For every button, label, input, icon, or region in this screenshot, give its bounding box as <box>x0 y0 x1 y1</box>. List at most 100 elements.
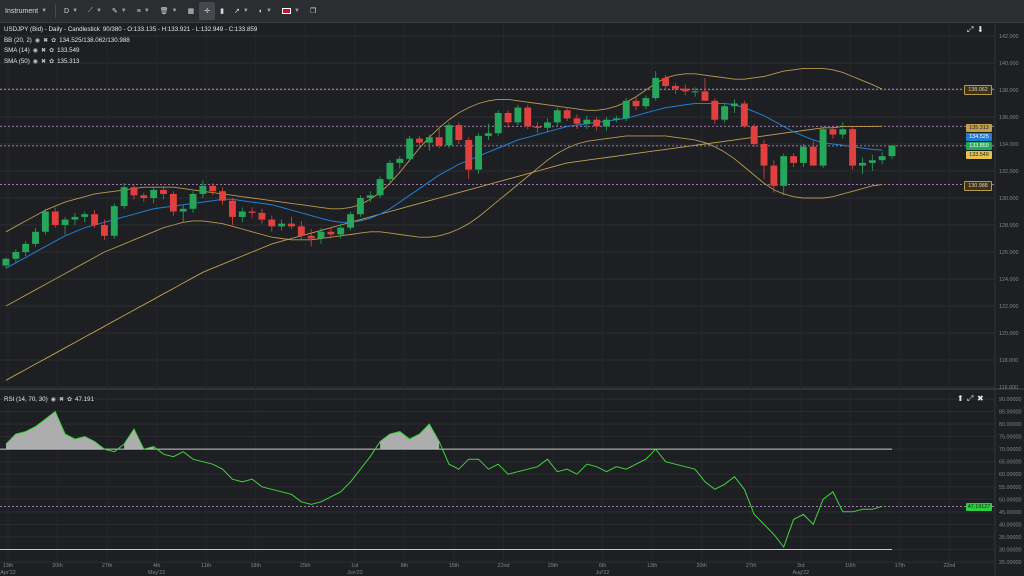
x-tick-label: 1st <box>351 563 359 569</box>
windows-icon: ❐ <box>309 8 317 15</box>
price-tick-label: 122.000 <box>999 304 1019 310</box>
close-icon[interactable]: ✖ <box>977 394 984 403</box>
candle-body <box>484 133 492 136</box>
period-selector[interactable]: D ▼ <box>59 2 83 20</box>
gear-icon[interactable]: ✿ <box>66 397 72 403</box>
candle-body <box>553 110 561 123</box>
candle-body <box>721 106 729 120</box>
line-draw-tool[interactable]: ⟋ ▼ <box>83 2 107 20</box>
candle-body <box>760 144 768 166</box>
x-tick-label: 20th <box>52 563 63 569</box>
candle-body <box>160 189 167 194</box>
bb-lower-line <box>5 135 883 307</box>
candle-body <box>603 119 610 127</box>
sma14-legend: SMA (14) ◉ ✖ ✿ 133.549 <box>4 47 79 54</box>
sma50-legend: SMA (50) ◉ ✖ ✿ 135.313 <box>4 58 79 65</box>
close-icon[interactable]: ✖ <box>41 59 47 65</box>
candle-body <box>711 100 719 120</box>
period-label: D <box>64 7 70 15</box>
eye-icon[interactable]: ◉ <box>32 48 39 54</box>
eye-icon[interactable]: ◉ <box>32 59 39 65</box>
bb-upper-price-box: 138.062 <box>964 85 992 95</box>
sma50-price-box: 135.313 <box>966 124 992 132</box>
close-icon[interactable]: ✖ <box>58 397 64 403</box>
windows-button[interactable]: ❐ <box>305 2 321 20</box>
price-tick-label: 128.000 <box>999 223 1019 229</box>
x-tick-label: 4th <box>153 563 161 569</box>
x-tick-label: 15th <box>449 563 460 569</box>
candle-body <box>317 231 325 239</box>
candle-body <box>750 126 758 144</box>
candle-body <box>258 212 266 220</box>
pen-tool[interactable]: ✎ ▼ <box>107 2 132 20</box>
candle-body <box>12 252 20 259</box>
instrument-selector[interactable]: Instrument ▼ <box>0 2 52 20</box>
x-tick-label: 22nd <box>498 563 510 569</box>
candle-body <box>91 214 99 225</box>
x-tick-label: 22nd <box>943 563 955 569</box>
candle-body <box>209 185 217 192</box>
candle-body <box>327 231 335 235</box>
ohlc-values: 90/380 - O:133.135 - H:133.921 - L:132.9… <box>102 26 258 33</box>
candle-body <box>573 118 581 124</box>
rsi-tick-label: 45.00000 <box>999 510 1021 516</box>
candle-body <box>435 137 443 146</box>
x-tick-label: 3rd <box>797 563 805 569</box>
candle-body <box>829 129 837 135</box>
price-tick-label: 118.000 <box>999 358 1018 364</box>
gear-icon[interactable]: ✿ <box>49 59 55 65</box>
theme-tool[interactable]: ◐ ▼ <box>254 2 277 20</box>
chevron-down-icon: ▼ <box>143 8 150 14</box>
eye-icon[interactable]: ◉ <box>34 38 41 44</box>
candle-body <box>671 85 679 89</box>
price-tick-label: 142.000 <box>999 34 1019 40</box>
candle-body <box>110 206 118 236</box>
close-icon[interactable]: ✖ <box>41 48 47 54</box>
candle-body <box>366 195 374 198</box>
eye-icon[interactable]: ◉ <box>50 397 56 403</box>
chevron-down-icon: ▼ <box>266 8 272 14</box>
candle-body <box>583 119 591 124</box>
arrow-up-icon[interactable]: ⬆ <box>957 394 964 403</box>
candle-body <box>859 162 866 166</box>
x-tick-label: 10th <box>845 563 856 569</box>
price-tick-label: 132.000 <box>999 169 1019 175</box>
x-tick-label: 17th <box>895 563 906 569</box>
candle-body <box>337 227 345 235</box>
crosshair-icon: ✛ <box>204 8 211 15</box>
crosshair-button[interactable]: ✛ <box>199 2 216 20</box>
sma50-line <box>5 125 883 381</box>
bar-chart-button[interactable]: ▮ <box>215 2 229 20</box>
rsi-tick-label: 40.00000 <box>999 522 1021 528</box>
rsi-overbought-fill <box>6 411 105 450</box>
layout-button[interactable]: ▦ <box>183 2 200 20</box>
candle-body <box>189 193 197 209</box>
rsi-tick-label: 60.00000 <box>999 472 1021 478</box>
x-tick-label: 18th <box>251 563 262 569</box>
chart-canvas[interactable]: 142.000 140.000 138.000 136.000 134.000 132.0… <box>0 23 1024 576</box>
gear-icon[interactable]: ✿ <box>49 48 55 54</box>
expand-icon[interactable]: ⤢ <box>967 25 974 34</box>
x-tick-month: Apr'22 <box>0 570 15 576</box>
expand-icon[interactable]: ⤢ <box>967 394 974 403</box>
close-icon[interactable]: ✖ <box>43 38 49 44</box>
fib-tool[interactable]: ≡ ▼ <box>132 2 155 20</box>
x-tick-label: 27th <box>102 563 113 569</box>
candle-body <box>416 138 423 143</box>
gear-icon[interactable]: ✿ <box>51 38 57 44</box>
bar-chart-icon: ▮ <box>220 8 224 15</box>
indicators-tool[interactable]: 🗑 ▼ <box>155 2 183 20</box>
share-tool[interactable]: ↗ ▼ <box>229 2 254 20</box>
arrow-down-icon[interactable]: ⬇ <box>977 25 984 34</box>
rsi-legend: RSI (14, 70, 30) ◉ ✖ ✿ 47.191 <box>4 396 94 403</box>
candle-body <box>780 156 788 186</box>
language-tool[interactable]: ▼ <box>277 2 305 20</box>
rsi-tick-label: 30.00000 <box>999 547 1021 553</box>
palette-icon: ◐ <box>258 7 264 15</box>
rsi-tick-label: 80.00000 <box>999 422 1021 428</box>
candle-body <box>662 77 670 86</box>
bb-upper-line <box>5 67 883 233</box>
candle-body <box>199 185 207 194</box>
rsi-tick-label: 70.00000 <box>999 447 1021 453</box>
candle-body <box>642 98 650 107</box>
